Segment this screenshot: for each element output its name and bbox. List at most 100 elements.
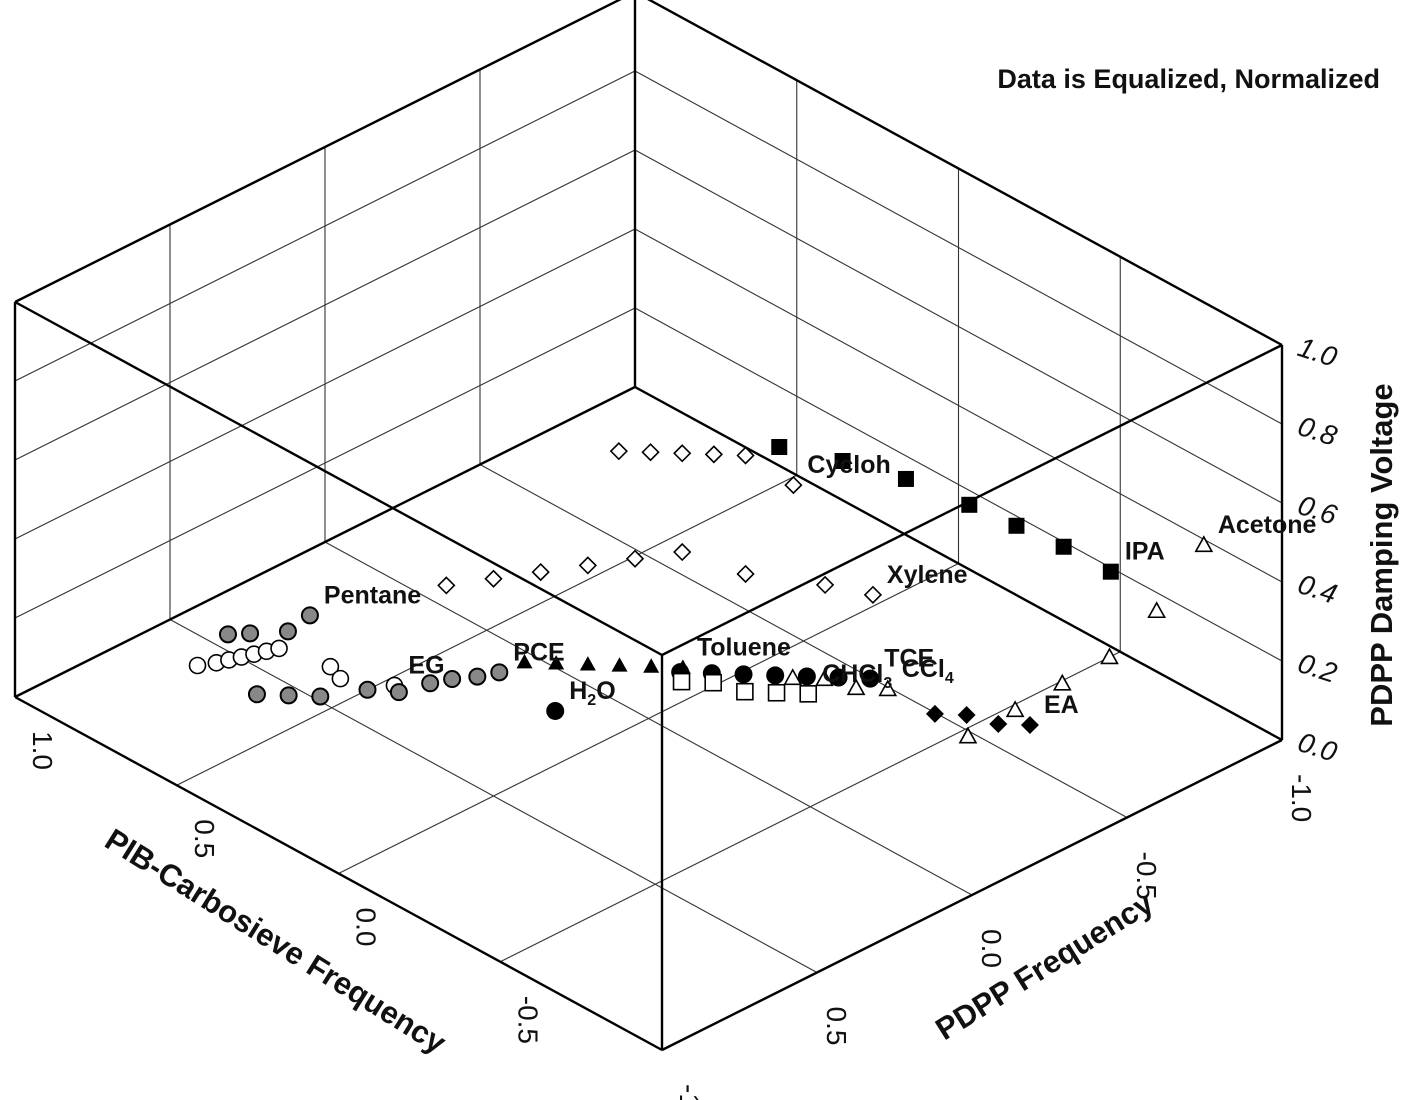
x-axis-label: PIB-Carbosieve Frequency [99,822,453,1061]
data-point [516,654,533,669]
series-h2o [546,701,565,720]
data-point [270,639,288,658]
frame-edge [14,300,663,657]
series-ea [925,704,1039,735]
data-point [579,656,596,671]
wall-grid-line [14,307,636,619]
series-acetone [958,535,1214,744]
data-point [247,685,266,704]
z-axis-label: PDPP Damping Voltage [1364,383,1399,726]
z-tick-label: 0.8 [1294,410,1341,452]
data-point [734,665,753,684]
data-point [861,669,880,688]
data-point [704,445,724,464]
data-point [546,701,565,720]
data-point [641,443,660,462]
series-label: EG [408,651,444,679]
data-point [989,714,1008,733]
series-label: Pentane [324,581,421,609]
x-tick-label: -0.5 [512,996,543,1044]
series-label: Xylene [887,561,968,589]
data-point [1102,563,1119,580]
data-point [611,657,628,672]
data-point [783,668,803,686]
data-point [331,669,350,688]
data-point [673,542,692,562]
data-point [490,663,509,682]
data-point [321,657,340,676]
series-chcl3 [672,672,818,703]
data-point [279,686,298,705]
frame-edge [14,695,663,1052]
z-tick-label: 0.0 [1294,726,1341,768]
data-point [241,624,260,643]
frame-edge [14,0,622,304]
data-point [531,562,550,582]
data-point [799,685,818,703]
wall-grid-line [14,149,636,461]
data-point [389,683,408,702]
series-label: Toluene [697,633,791,661]
series-pentane [218,606,319,644]
data-point [925,704,944,723]
data-point [437,576,456,595]
data-point [863,585,883,604]
data-point [766,666,785,685]
series-xylene [437,542,883,604]
data-point [704,673,723,692]
x-tick-label: 0.0 [351,908,382,947]
series-label: CHCl3 [822,660,892,692]
data-point [736,564,755,584]
data-point [1005,700,1025,718]
data-point [609,442,628,461]
data-point [421,674,440,693]
data-point [957,706,976,724]
series-label: H2O [569,677,615,709]
data-point [961,496,978,513]
data-point [1100,647,1119,665]
chart-note: Data is Equalized, Normalized [997,64,1380,94]
data-point [784,475,803,495]
x-tick-label: 1.0 [27,731,58,770]
data-point [767,683,786,702]
data-point [443,670,462,689]
data-point [672,672,691,691]
data-point [1194,535,1214,553]
series-label: Acetone [1218,511,1317,539]
data-point [897,470,914,487]
data-point [797,667,816,686]
wall-grid-line [634,149,1283,504]
data-point [468,667,487,686]
wall-grid-line [14,228,636,540]
data-point [958,726,978,744]
series-label: TCE [884,645,934,673]
data-point [673,444,692,463]
series-label: CCl4 [902,655,954,687]
wall-grid-line [634,228,1283,583]
series-toluene [516,654,691,674]
data-point [674,659,691,674]
series-ipa [771,439,1119,580]
z-tick-label: 0.4 [1294,568,1341,610]
data-point [736,446,755,465]
data-point [815,669,834,687]
data-point [1052,673,1072,691]
floor-grid-line [479,464,1128,818]
x-tick-label: -1.0 [674,1084,705,1100]
series-pce [247,663,509,706]
data-point [829,668,848,687]
data-point [878,679,898,697]
frame-edge [14,385,636,699]
series-label: EA [1044,691,1079,719]
frame-edge [647,0,1283,347]
frame-edge [661,738,1283,1052]
y-tick-label: -1.0 [1286,774,1317,822]
data-point [815,575,835,595]
data-point [300,606,319,625]
series-label: IPA [1125,538,1165,566]
data-point [625,549,645,568]
wall-grid-line [14,70,636,382]
chart-marks [188,439,1214,744]
data-point [188,656,207,675]
data-point [218,625,237,644]
